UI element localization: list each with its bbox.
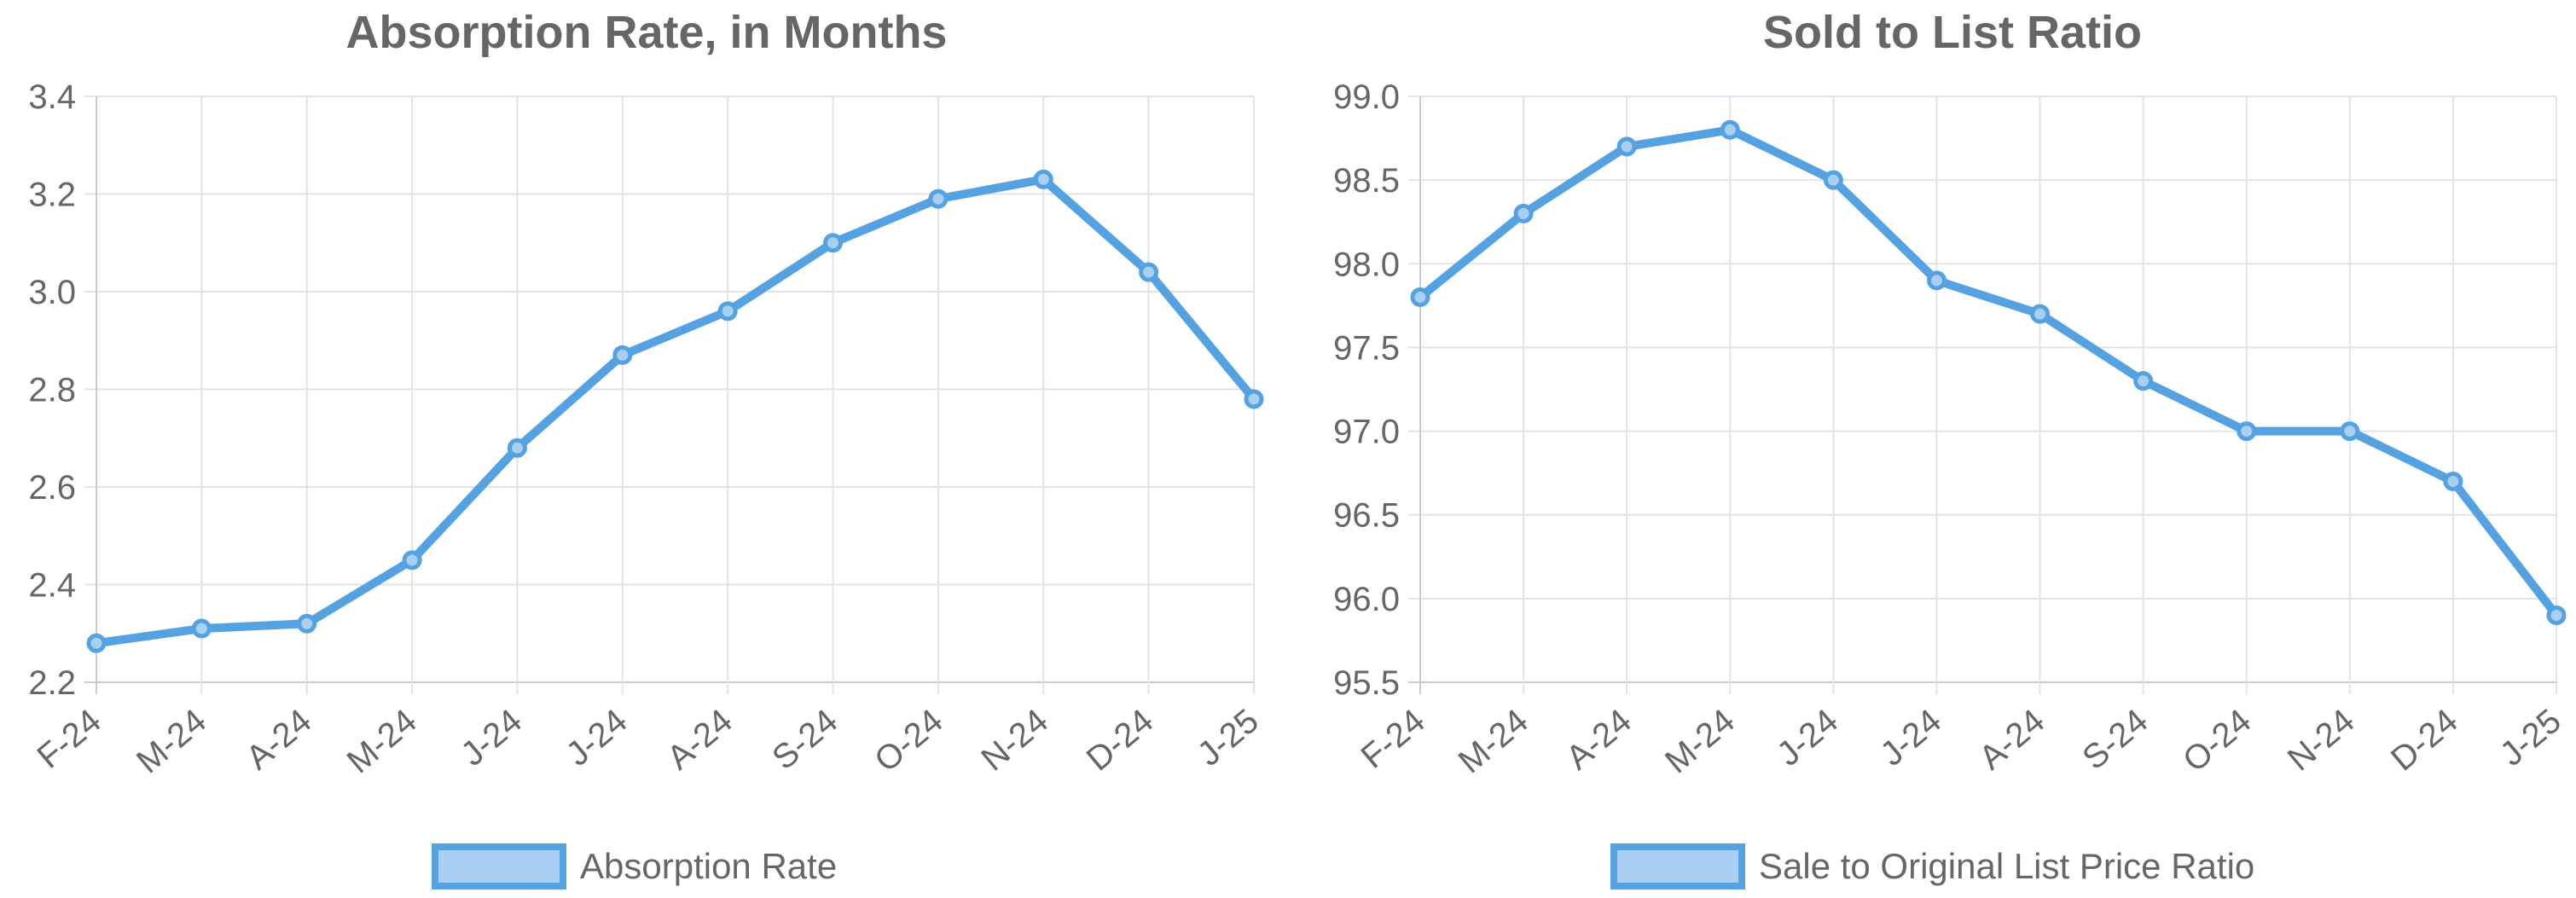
data-point[interactable] — [1720, 119, 1740, 140]
y-tick-label: 3.4 — [28, 78, 76, 116]
y-tick-label: 96.0 — [1333, 581, 1400, 618]
x-tick-label: S-24 — [765, 702, 844, 777]
x-tick-label: M-24 — [1452, 702, 1535, 780]
data-point[interactable] — [1926, 270, 1947, 291]
series-points — [1410, 119, 2567, 625]
y-tick-label: 2.6 — [28, 469, 76, 507]
grid — [1408, 96, 2557, 694]
y-tick-label: 97.5 — [1333, 329, 1400, 367]
data-point[interactable] — [823, 233, 844, 253]
data-point[interactable] — [1244, 389, 1264, 409]
x-tick-label: M-24 — [340, 702, 424, 780]
data-point[interactable] — [191, 618, 212, 639]
x-tick-label: A-24 — [660, 702, 740, 777]
y-tick-label: 95.5 — [1333, 664, 1400, 702]
y-tick-label: 2.8 — [28, 372, 76, 409]
x-tick-label: A-24 — [1559, 702, 1639, 777]
grid — [84, 96, 1255, 694]
data-point[interactable] — [1139, 262, 1159, 282]
y-tick-label: 98.5 — [1333, 162, 1400, 200]
x-tick-label: J-24 — [560, 702, 635, 773]
x-tick-label: O-24 — [2176, 702, 2258, 779]
x-tick-label: N-24 — [974, 702, 1055, 778]
y-tick-label: 3.0 — [28, 274, 76, 311]
series-line — [1416, 125, 2561, 620]
x-tick-label: J-24 — [1873, 702, 1948, 773]
data-point[interactable] — [402, 550, 422, 571]
data-point[interactable] — [928, 188, 949, 209]
legend-swatch[interactable] — [432, 843, 566, 889]
y-tick-label: 3.2 — [28, 177, 76, 214]
x-tick-label: J-25 — [2493, 702, 2568, 773]
chart-title: Sold to List Ratio — [1763, 7, 2142, 58]
y-tick-label: 2.4 — [28, 567, 76, 605]
x-tick-label: F-24 — [30, 702, 107, 776]
series-line-path — [1416, 125, 2561, 620]
chart-title: Absorption Rate, in Months — [346, 7, 948, 58]
x-axis-ticks: F-24 M-24 A-24 M-24 J-24 J-24 A-24 S-24 O-24 N-24… — [30, 702, 1265, 780]
data-point[interactable] — [2340, 421, 2360, 442]
sold-to-list-ratio-chart: Sold to List Ratio 95.596.096.597.097.59… — [1333, 7, 2568, 889]
y-tick-label: 96.5 — [1333, 497, 1400, 535]
x-tick-label: N-24 — [2281, 702, 2362, 778]
y-tick-label: 98.0 — [1333, 246, 1400, 283]
series-points — [86, 169, 1264, 653]
y-axis-ticks: 2.2 2.4 2.6 2.8 3.0 3.2 3.4 — [28, 78, 76, 702]
data-point[interactable] — [2133, 371, 2154, 391]
legend-label[interactable]: Absorption Rate — [580, 846, 837, 886]
x-tick-label: O-24 — [867, 702, 949, 779]
data-point[interactable] — [1033, 169, 1053, 189]
x-tick-label: J-24 — [1770, 702, 1845, 773]
y-axis-ticks: 95.5 96.0 96.5 97.0 97.5 98.0 98.5 99.0 — [1333, 78, 1400, 702]
x-tick-label: A-24 — [239, 702, 318, 777]
series-line-path — [92, 175, 1258, 648]
series-line — [92, 175, 1258, 648]
y-tick-label: 97.0 — [1333, 414, 1400, 451]
x-tick-label: M-24 — [130, 702, 213, 780]
legend[interactable]: Absorption Rate — [432, 843, 837, 889]
y-tick-label: 99.0 — [1333, 78, 1400, 116]
x-tick-label: J-25 — [1191, 702, 1266, 773]
data-point[interactable] — [1513, 203, 1534, 223]
x-tick-label: S-24 — [2075, 702, 2155, 777]
x-tick-label: D-24 — [2384, 702, 2465, 778]
absorption-rate-chart: Absorption Rate, in Months 2.2 2.4 2.6 2.8 3… — [28, 7, 1266, 889]
x-tick-label: M-24 — [1658, 702, 1742, 780]
x-tick-label: D-24 — [1080, 702, 1161, 778]
data-point[interactable] — [612, 345, 633, 365]
x-tick-label: J-24 — [454, 702, 529, 773]
data-point[interactable] — [2443, 471, 2463, 491]
legend-label[interactable]: Sale to Original List Price Ratio — [1759, 846, 2254, 886]
x-tick-label: A-24 — [1972, 702, 2051, 777]
data-point[interactable] — [2030, 304, 2051, 324]
data-point[interactable] — [1823, 170, 1843, 190]
data-point[interactable] — [2546, 605, 2567, 625]
x-tick-label: F-24 — [1354, 702, 1431, 776]
data-point[interactable] — [297, 613, 317, 634]
data-point[interactable] — [1410, 287, 1430, 308]
legend[interactable]: Sale to Original List Price Ratio — [1610, 843, 2254, 889]
x-axis-ticks: F-24 M-24 A-24 M-24 J-24 J-24 A-24 S-24 O-24 N-24… — [1354, 702, 2567, 780]
data-point[interactable] — [1616, 136, 1637, 157]
legend-swatch[interactable] — [1610, 843, 1745, 889]
data-point[interactable] — [2237, 421, 2257, 442]
data-point[interactable] — [717, 301, 738, 322]
data-point[interactable] — [86, 633, 107, 653]
y-tick-label: 2.2 — [28, 664, 76, 702]
data-point[interactable] — [507, 437, 527, 458]
